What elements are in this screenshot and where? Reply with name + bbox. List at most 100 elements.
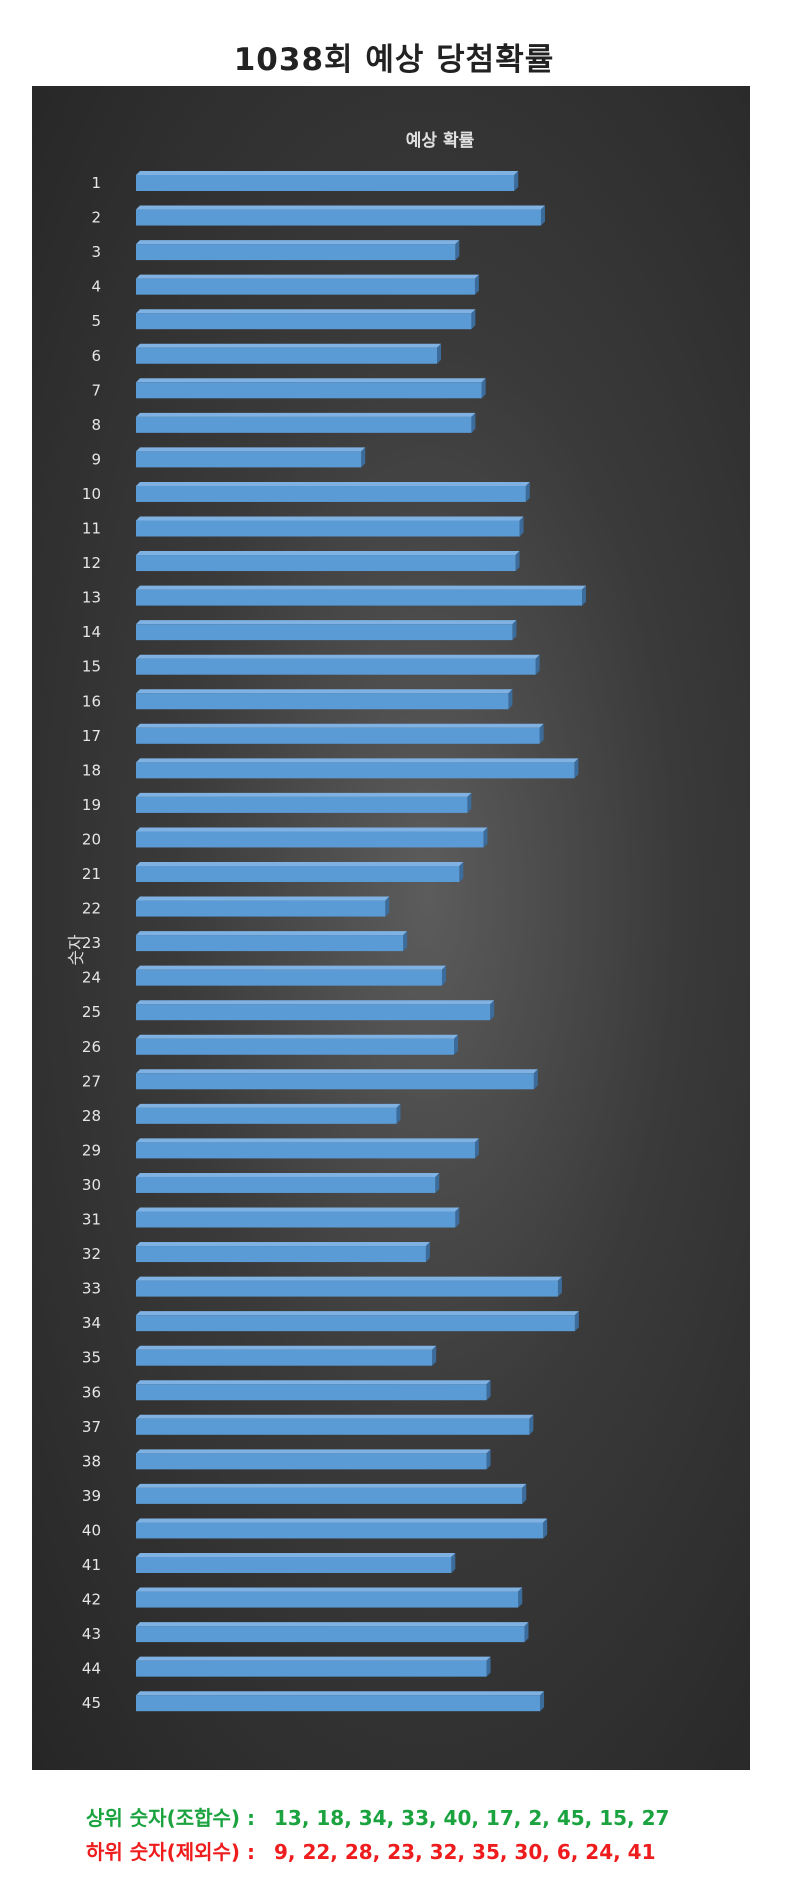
bar-side-face	[519, 516, 524, 537]
bar-front-face	[136, 520, 520, 537]
bar-front-face	[136, 382, 482, 399]
bar-front-face	[136, 727, 540, 744]
bar-top-face	[136, 240, 460, 245]
bar-top-face	[136, 1172, 440, 1177]
bar-top-face	[136, 1380, 491, 1385]
y-tick-label: 32	[82, 1245, 101, 1263]
bar-top-face	[136, 1518, 548, 1523]
bar-front-face	[136, 313, 472, 330]
bar-side-face	[486, 1449, 491, 1470]
bar-front-face	[136, 1487, 523, 1504]
bar-side-face	[529, 1414, 534, 1435]
y-tick-label: 13	[82, 589, 101, 607]
bar-top-face	[136, 1345, 437, 1350]
bar-side-face	[453, 1034, 458, 1055]
bar-top-face	[136, 965, 446, 970]
y-tick-label: 16	[82, 692, 101, 710]
bar-side-face	[486, 1380, 491, 1401]
y-tick-label: 5	[91, 312, 101, 330]
bar-32	[136, 1242, 430, 1263]
bar-top-face	[136, 551, 520, 556]
bar-top-face	[136, 1587, 523, 1592]
bar-front-face	[136, 1695, 541, 1712]
y-tick-label: 23	[82, 934, 101, 952]
y-tick-label: 27	[82, 1072, 101, 1090]
bar-29	[136, 1138, 479, 1159]
y-tick-label: 20	[82, 830, 101, 848]
y-tick-label: 40	[82, 1521, 101, 1539]
bar-side-face	[425, 1242, 430, 1263]
bar-top-face	[136, 1034, 458, 1039]
bar-26	[136, 1034, 458, 1055]
page-title: 1038회 예상 당첨확률	[233, 42, 555, 78]
bar-side-face	[471, 412, 476, 433]
bar-front-face	[136, 762, 575, 779]
bar-side-face	[474, 1138, 479, 1159]
bar-12	[136, 551, 520, 572]
bar-top-face	[136, 1069, 538, 1074]
bar-front-face	[136, 796, 468, 813]
bar-20	[136, 827, 488, 848]
bar-front-face	[136, 1038, 454, 1055]
y-tick-label: 21	[82, 865, 101, 883]
bar-45	[136, 1691, 545, 1712]
bar-top-face	[136, 723, 544, 728]
y-tick-label: 33	[82, 1280, 101, 1298]
bar-34	[136, 1311, 579, 1332]
bar-top-face	[136, 516, 524, 521]
top-numbers-summary: 상위 숫자(조합수) : 13, 18, 34, 33, 40, 17, 2, …	[86, 1802, 669, 1831]
bar-37	[136, 1414, 534, 1435]
bar-top-face	[136, 689, 513, 694]
bar-side-face	[540, 205, 545, 226]
bar-28	[136, 1103, 401, 1124]
bar-side-face	[441, 965, 446, 986]
bar-side-face	[540, 1691, 545, 1712]
bar-6	[136, 343, 442, 364]
bar-side-face	[574, 1311, 579, 1332]
bar-top-face	[136, 171, 519, 175]
bar-top-face	[136, 1242, 430, 1247]
bar-side-face	[543, 1518, 548, 1539]
bottom-numbers-summary: 하위 숫자(제외수) : 9, 22, 28, 23, 32, 35, 30, …	[86, 1836, 656, 1865]
bar-40	[136, 1518, 548, 1539]
bar-front-face	[136, 624, 513, 641]
y-tick-label: 25	[82, 1003, 101, 1021]
bar-top-face	[136, 792, 472, 797]
bar-side-face	[459, 862, 464, 882]
bar-front-face	[136, 209, 541, 226]
bar-43	[136, 1622, 529, 1643]
bar-front-face	[136, 1384, 487, 1401]
bar-top-face	[136, 862, 464, 866]
bar-side-face	[582, 585, 586, 606]
bar-31	[136, 1207, 460, 1228]
bar-19	[136, 792, 472, 813]
bar-side-face	[525, 481, 530, 502]
bar-11	[136, 516, 524, 537]
y-tick-label: 29	[82, 1141, 101, 1159]
y-tick-label: 14	[82, 623, 101, 641]
bar-front-face	[136, 969, 442, 986]
y-tick-label: 36	[82, 1383, 101, 1401]
bar-front-face	[136, 1280, 558, 1297]
bar-front-face	[136, 1211, 456, 1228]
bar-front-face	[136, 658, 536, 675]
bar-top-face	[136, 1276, 562, 1281]
bar-9	[136, 447, 366, 468]
bar-top-face	[136, 309, 476, 314]
bar-39	[136, 1483, 527, 1504]
bar-42	[136, 1587, 523, 1608]
y-tick-label: 7	[91, 381, 101, 399]
bar-side-face	[524, 1622, 529, 1643]
bar-15	[136, 654, 540, 675]
bar-front-face	[136, 1246, 426, 1263]
bar-2	[136, 205, 545, 226]
bar-13	[136, 585, 586, 606]
y-tick-label: 12	[82, 554, 101, 572]
bar-top-face	[136, 205, 545, 210]
y-tick-label: 34	[82, 1314, 101, 1332]
bar-top-face	[136, 447, 366, 452]
top-numbers-label: 상위 숫자(조합수) :	[86, 1806, 256, 1830]
bar-top-face	[136, 758, 579, 763]
y-tick-label: 37	[82, 1418, 101, 1436]
bar-5	[136, 309, 476, 330]
